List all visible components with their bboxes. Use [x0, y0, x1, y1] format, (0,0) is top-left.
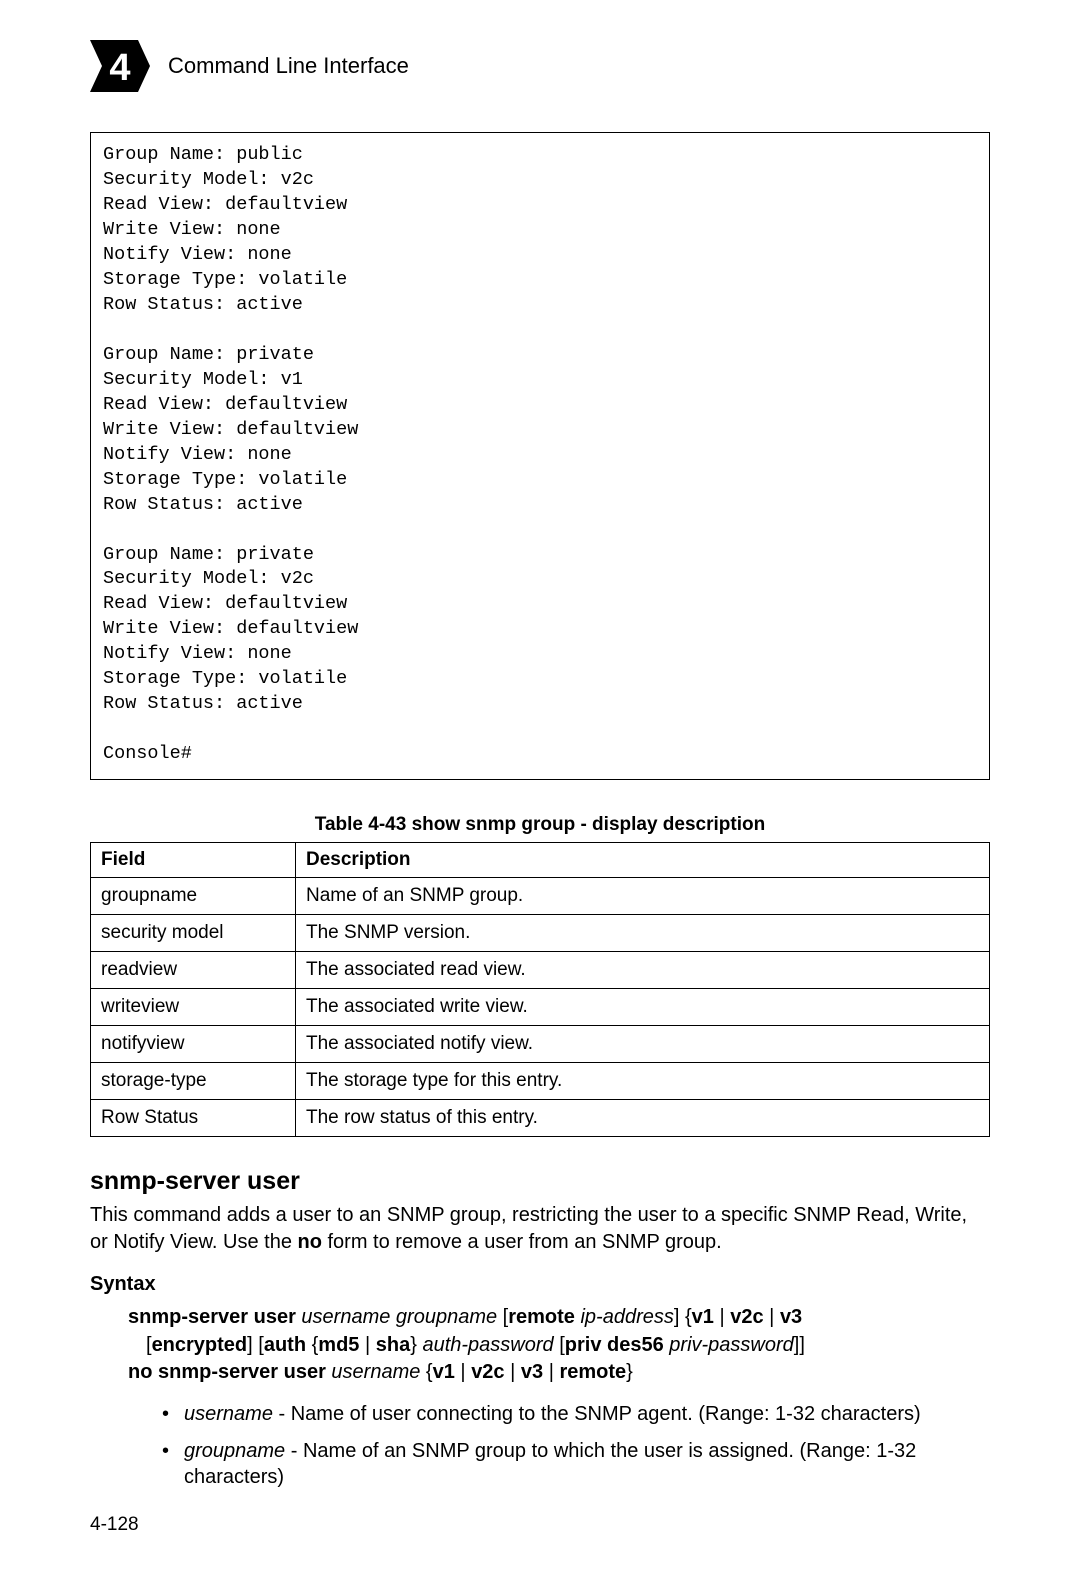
table-row: readviewThe associated read view. — [91, 952, 990, 989]
desc-cell: The storage type for this entry. — [296, 1063, 990, 1100]
table-row: notifyviewThe associated notify view. — [91, 1026, 990, 1063]
table-header-row: Field Description — [91, 843, 990, 878]
syntax-line-2: [encrypted] [auth {md5 | sha} auth-passw… — [128, 1332, 990, 1360]
parameter-list: username - Name of user connecting to th… — [162, 1401, 990, 1491]
param-desc: - Name of an SNMP group to which the use… — [184, 1440, 916, 1489]
console-output-box: Group Name: public Security Model: v2c R… — [90, 132, 990, 780]
desc-cell: The associated write view. — [296, 989, 990, 1026]
param-term: groupname — [184, 1440, 285, 1462]
field-cell: groupname — [91, 878, 296, 915]
syntax-label: Syntax — [90, 1273, 990, 1296]
param-item: username - Name of user connecting to th… — [162, 1401, 990, 1428]
field-cell: readview — [91, 952, 296, 989]
param-item: groupname - Name of an SNMP group to whi… — [162, 1438, 990, 1492]
section-heading: snmp-server user — [90, 1167, 990, 1196]
param-term: username — [184, 1403, 273, 1425]
desc-cell: Name of an SNMP group. — [296, 878, 990, 915]
desc-cell: The row status of this entry. — [296, 1100, 990, 1137]
page-number: 4-128 — [90, 1514, 139, 1536]
field-cell: notifyview — [91, 1026, 296, 1063]
field-cell: Row Status — [91, 1100, 296, 1137]
table-row: groupnameName of an SNMP group. — [91, 878, 990, 915]
table-row: writeviewThe associated write view. — [91, 989, 990, 1026]
col-header-field: Field — [91, 843, 296, 878]
table-row: Row StatusThe row status of this entry. — [91, 1100, 990, 1137]
table-caption: Table 4-43 show snmp group - display des… — [90, 814, 990, 836]
desc-cell: The SNMP version. — [296, 915, 990, 952]
desc-cell: The associated notify view. — [296, 1026, 990, 1063]
syntax-block: snmp-server user username groupname [rem… — [128, 1304, 990, 1387]
param-desc: - Name of user connecting to the SNMP ag… — [273, 1403, 921, 1425]
syntax-line-3: no snmp-server user username {v1 | v2c |… — [128, 1359, 990, 1387]
table-row: storage-typeThe storage type for this en… — [91, 1063, 990, 1100]
page: 4 Command Line Interface Group Name: pub… — [0, 0, 1080, 1570]
desc-cell: The associated read view. — [296, 952, 990, 989]
field-cell: writeview — [91, 989, 296, 1026]
table-body: groupnameName of an SNMP group. security… — [91, 878, 990, 1137]
col-header-description: Description — [296, 843, 990, 878]
table-row: security modelThe SNMP version. — [91, 915, 990, 952]
description-table: Field Description groupnameName of an SN… — [90, 842, 990, 1137]
page-header: 4 Command Line Interface — [90, 40, 990, 92]
header-title: Command Line Interface — [168, 53, 409, 79]
chapter-number-icon: 4 — [90, 40, 150, 92]
syntax-line-1: snmp-server user username groupname [rem… — [128, 1304, 990, 1332]
field-cell: security model — [91, 915, 296, 952]
section-body: This command adds a user to an SNMP grou… — [90, 1202, 990, 1255]
chapter-number: 4 — [109, 47, 130, 89]
field-cell: storage-type — [91, 1063, 296, 1100]
